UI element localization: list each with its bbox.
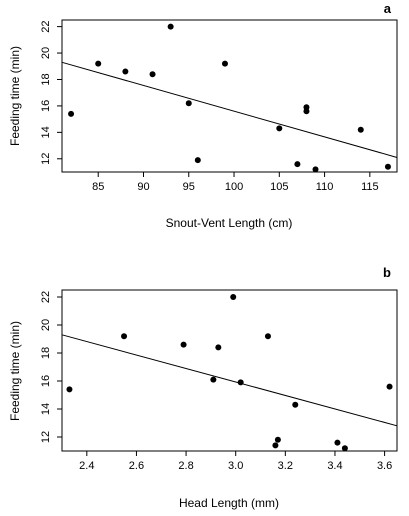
data-point [334,439,341,446]
data-point [303,108,310,115]
data-point [95,60,102,67]
data-point [215,344,222,351]
data-point [185,100,192,107]
y-tick-label: 18 [40,73,52,85]
data-point [341,445,348,452]
x-tick-label: 3.2 [278,460,293,472]
panel-label: b [383,265,391,280]
y-tick-label: 12 [40,153,52,165]
x-axis-title: Snout-Vent Length (cm) [166,216,293,230]
y-tick-label: 14 [40,126,52,138]
panel-b: b 2.4 2.6 2.8 3.0 3.2 3.4 3.6 12 14 16 18 20 22 Hea… [8,265,398,510]
data-point [149,71,156,78]
data-point [230,294,237,300]
x-tick-label: 3.0 [228,460,243,472]
data-point [66,386,73,393]
y-axis: 12 14 16 18 20 22 [40,291,62,443]
x-axis-title: Head Length (mm) [179,496,279,510]
y-tick-label: 22 [40,291,52,303]
y-tick-label: 18 [40,347,52,359]
data-points [68,23,391,173]
x-tick-label: 90 [137,181,149,193]
data-point [194,157,201,164]
x-axis: 2.4 2.6 2.8 3.0 3.2 3.4 3.6 [79,451,392,472]
data-point [294,161,301,168]
data-point [122,68,129,75]
x-tick-label: 100 [225,181,243,193]
panel-label: a [384,1,392,16]
regression-line-group [61,61,398,158]
data-point [264,333,271,340]
x-tick-label: 3.6 [377,460,392,472]
plot-frame [61,289,398,452]
data-point [221,60,228,67]
data-point [121,333,128,340]
y-tick-label: 16 [40,375,52,387]
x-tick-label: 2.8 [178,460,193,472]
x-tick-label: 2.4 [79,460,94,472]
y-tick-label: 14 [40,403,52,415]
panel-a: a 85 90 95 100 105 110 115 12 14 16 18 20 22 Snout-… [8,1,398,230]
data-point [274,436,281,443]
y-tick-label: 22 [40,20,52,32]
y-axis-title: Feeding time (min) [8,46,22,146]
data-point [180,341,187,348]
x-axis: 85 90 95 100 105 110 115 [92,172,379,193]
y-axis: 12 14 16 18 20 22 [40,20,62,165]
x-tick-label: 95 [183,181,195,193]
data-point [210,376,217,383]
x-tick-label: 85 [92,181,104,193]
y-tick-label: 20 [40,47,52,59]
data-point [237,379,244,386]
x-tick-label: 3.4 [327,460,342,472]
x-tick-label: 105 [270,181,288,193]
regression-line [61,334,398,427]
regression-line [61,61,398,158]
data-point [272,442,279,449]
data-point [167,23,174,30]
data-point [312,166,319,173]
data-point [357,126,364,133]
data-points [66,294,393,452]
x-tick-label: 110 [316,181,334,193]
data-point [386,383,393,390]
x-tick-label: 115 [361,181,379,193]
y-tick-label: 16 [40,100,52,112]
data-point [384,163,391,170]
data-point [276,125,283,132]
y-axis-title: Feeding time (min) [8,321,22,421]
y-tick-label: 12 [40,431,52,443]
regression-line-group [61,334,398,427]
data-point [68,110,75,117]
x-tick-label: 2.6 [129,460,144,472]
plot-frame [61,19,398,173]
y-tick-label: 20 [40,319,52,331]
data-point [292,401,299,408]
